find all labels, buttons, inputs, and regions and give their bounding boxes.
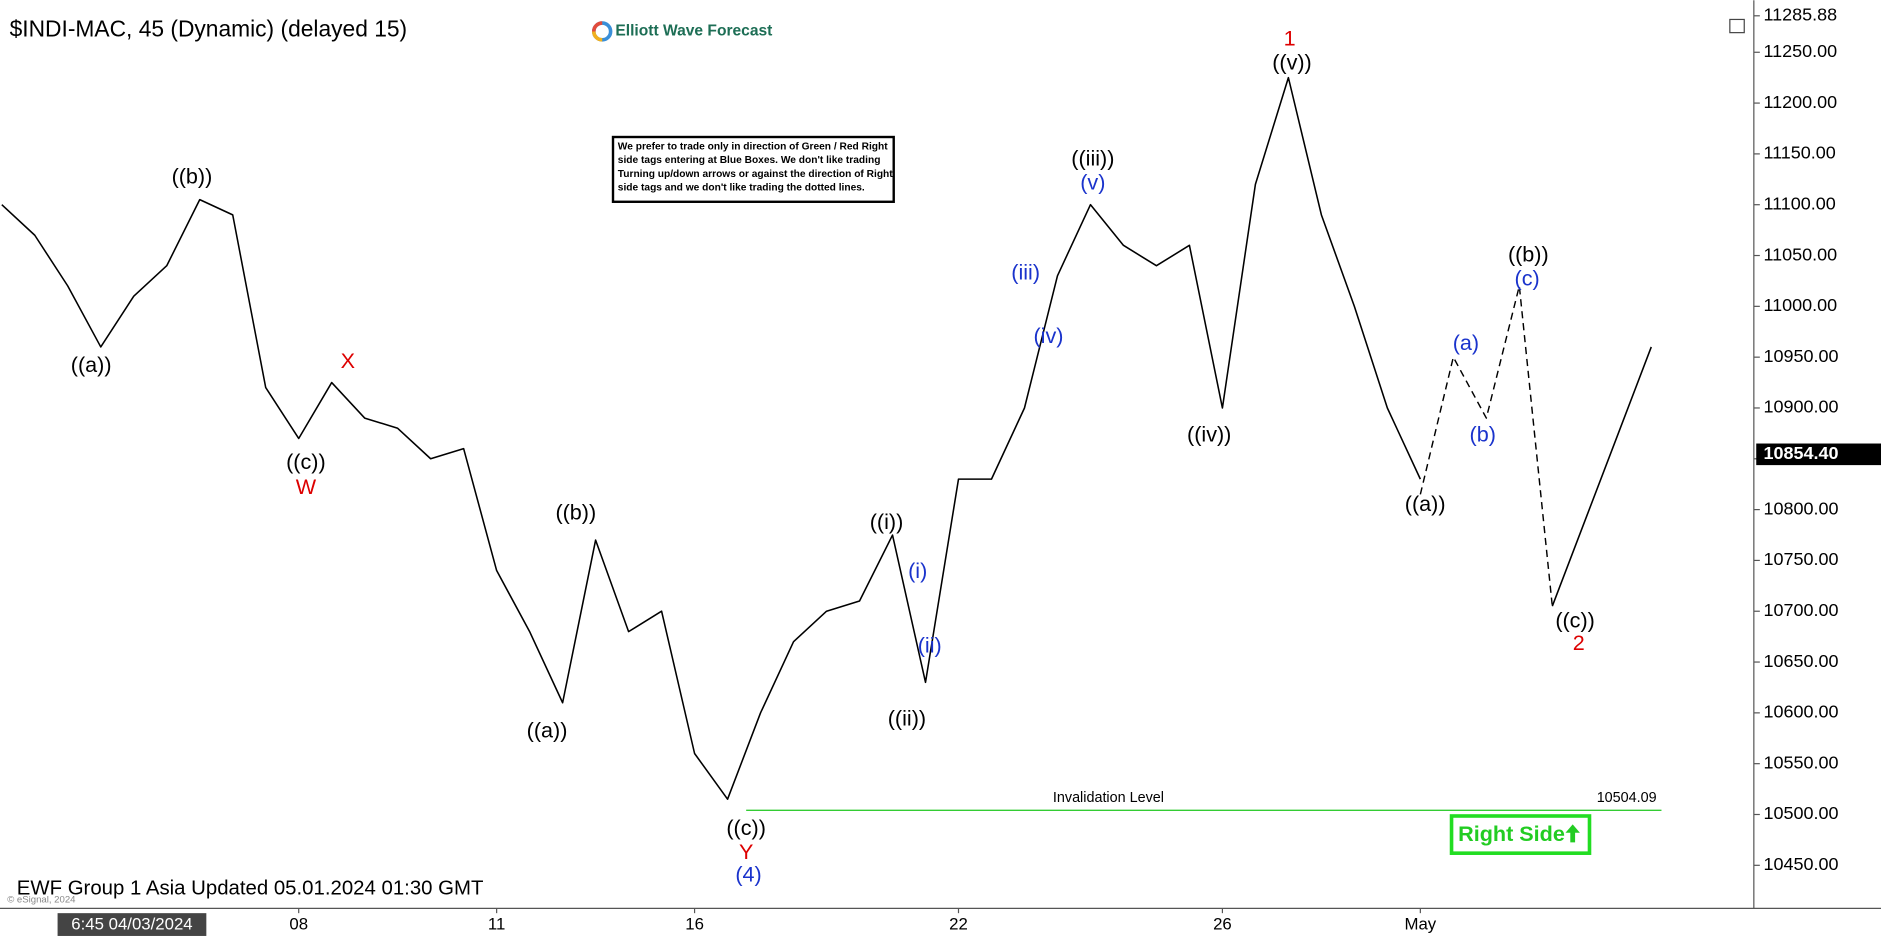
wave-label: (a) [1453,330,1479,355]
last-price-label: 10854.40 [1763,443,1838,463]
y-tick-label: 10650.00 [1763,651,1838,671]
wave-label: ((b)) [1508,241,1549,266]
y-tick-label: 10500.00 [1763,803,1838,823]
note-line: We prefer to trade only in direction of … [618,141,888,152]
note-line: side tags entering at Blue Boxes. We don… [618,155,881,166]
right-side-arrow [1565,824,1580,843]
wave-label: ((b)) [555,499,596,524]
price-line [1419,285,1554,607]
wave-label: ((a)) [1405,491,1446,516]
wave-label: (iv) [1033,323,1063,348]
x-tick-label: 26 [1213,915,1232,934]
wave-label: (c) [1515,265,1540,290]
note-line: side tags and we don't like trading the … [618,183,865,194]
x-tick-label: 16 [685,915,704,934]
y-tick-label: 10450.00 [1763,854,1838,874]
y-tick-label: 11150.00 [1763,143,1835,163]
wave-label: ((b)) [172,163,213,188]
window-icon [1729,18,1745,34]
invalidation-text: Invalidation Level [1053,790,1164,806]
high-price-label: 11285.88 [1763,5,1837,25]
cursor-date: 6:45 04/03/2024 [71,915,192,934]
note-box [611,135,895,203]
x-tick-label: May [1404,915,1436,934]
wave-label: W [296,474,317,499]
y-tick-label: 11250.00 [1763,41,1837,61]
y-tick-label: 10600.00 [1763,702,1838,722]
wave-label: (4) [735,862,761,887]
wave-label: (i) [908,558,927,583]
wave-label: (v) [1080,169,1105,194]
wave-label: ((c)) [1555,607,1595,632]
y-tick-label: 11200.00 [1763,92,1837,112]
wave-label: (b) [1470,421,1496,446]
wave-label: ((a)) [527,718,568,743]
invalidation-value: 10504.09 [1597,790,1657,806]
wave-label: X [341,348,355,373]
wave-label: ((ii)) [888,706,926,731]
wave-label: ((c)) [286,449,326,474]
y-tick-label: 10550.00 [1763,752,1838,772]
wave-label: 1 [1284,26,1296,51]
right-side-box [1449,814,1592,855]
price-line [1551,346,1653,607]
y-tick-label: 11100.00 [1763,193,1835,213]
wave-label: ((iv)) [1187,421,1231,446]
chart-title: $INDI-MAC, 45 (Dynamic) (delayed 15) [10,15,408,41]
right-side-text: Right Side [1458,821,1565,846]
wave-label: ((a)) [71,352,112,377]
logo-icon [592,31,603,42]
y-tick-label: 10900.00 [1763,397,1838,417]
wave-label: (ii) [918,633,942,658]
price-line [1,76,1422,800]
y-tick-label: 11050.00 [1763,244,1837,264]
y-tick-label: 10700.00 [1763,600,1838,620]
y-tick-label: 10950.00 [1763,346,1838,366]
y-tick-label: 10800.00 [1763,498,1838,518]
wave-label: (iii) [1011,259,1040,284]
logo-text: Elliott Wave Forecast [615,23,772,40]
wave-label: ((iii)) [1071,146,1114,171]
last-price-box [1756,443,1881,466]
y-tick-label: 11000.00 [1763,295,1837,315]
logo: Elliott Wave Forecast [592,21,772,42]
copyright: © eSignal, 2024 [7,894,76,905]
wave-label: ((i)) [870,509,904,534]
wave-label: 2 [1573,630,1585,655]
cursor-date-box [57,913,207,936]
note-line: Turning up/down arrows or against the di… [618,169,893,180]
x-tick-label: 22 [949,915,968,934]
logo-icon [592,21,603,32]
wave-label: ((c)) [726,815,766,840]
x-tick-label: 11 [488,915,505,934]
x-tick-label: 08 [289,915,308,934]
footer: EWF Group 1 Asia Updated 05.01.2024 01:3… [17,878,484,900]
wave-label: ((v)) [1272,50,1312,75]
y-tick-label: 10750.00 [1763,549,1838,569]
wave-label: Y [739,839,753,864]
